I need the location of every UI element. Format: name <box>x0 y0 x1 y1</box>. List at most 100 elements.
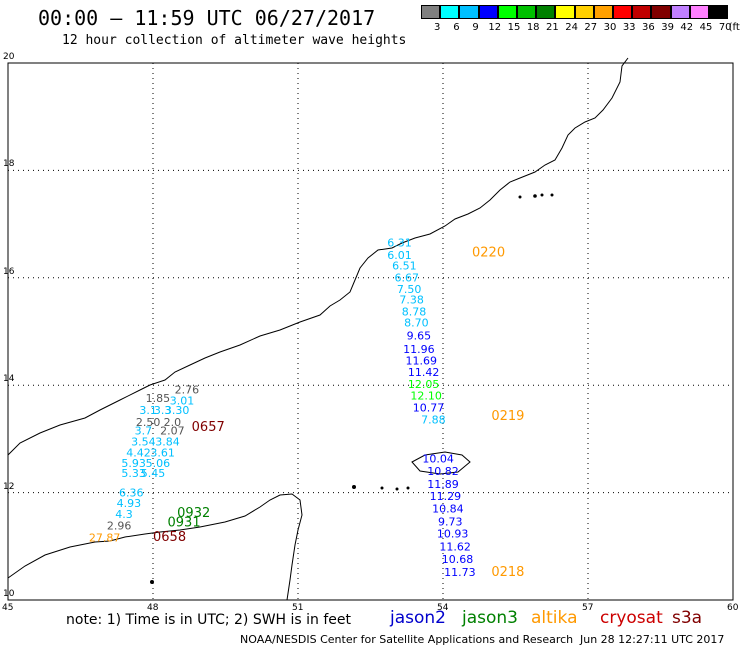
swh-label: 12.05 <box>408 378 440 391</box>
legend-swatch <box>709 5 729 19</box>
legend-value: 3 <box>434 22 441 33</box>
legend-swatch <box>593 5 613 19</box>
legend-swatch <box>517 5 537 19</box>
legend-swatch <box>670 5 690 19</box>
legend-value: 9 <box>472 22 479 33</box>
satellite-name: s3a <box>672 608 703 628</box>
lat-tick-label: 12 <box>3 481 15 492</box>
credit-line: NOAA/NESDIS Center for Satellite Applica… <box>240 633 574 646</box>
legend-value: 15 <box>507 22 521 33</box>
swh-label: 2.76 <box>175 383 200 396</box>
created-time: Jun 28 12:27:11 UTC 2017 <box>580 633 725 646</box>
lat-tick-label: 20 <box>3 52 15 62</box>
swh-label: 3.61 <box>150 447 175 460</box>
swh-label: 2.07 <box>160 425 185 438</box>
swh-label: 6.01 <box>387 249 412 262</box>
legend-swatch <box>440 5 460 19</box>
satellite-name: jason2 <box>390 608 446 628</box>
small-islands <box>150 193 554 584</box>
swh-label: 8.70 <box>404 317 429 330</box>
lat-tick-label: 16 <box>3 266 15 277</box>
swh-label: 4.42 <box>126 447 151 460</box>
lon-tick-label: 54 <box>437 603 449 613</box>
satellite-name: cryosat <box>600 608 663 628</box>
legend-swatch <box>689 5 709 19</box>
swh-label: 10.84 <box>432 502 464 515</box>
swh-label: 5.33 <box>121 467 146 480</box>
swh-label: 11.29 <box>430 490 462 503</box>
pass-time-label: 0220 <box>472 245 505 260</box>
legend-value: 36 <box>642 22 655 33</box>
swh-label: 11.73 <box>444 566 476 579</box>
swh-label: 4.93 <box>117 497 142 510</box>
swh-label: 7.88 <box>421 413 446 426</box>
swh-label: 27.87 <box>89 531 121 544</box>
lon-tick-label: 57 <box>582 603 594 613</box>
swh-label: 11.89 <box>427 478 459 491</box>
track-labels: 2.76 1.85 3.01 3.13.33.30 2.50 2.0 3.7 2.07 3.54… <box>89 237 525 580</box>
swh-label: 3.1 <box>139 404 157 417</box>
legend-value: 70 <box>718 22 732 33</box>
swh-label: 6.31 <box>387 237 412 250</box>
swh-label: 10.04 <box>422 453 454 466</box>
swh-label: 7.50 <box>397 283 422 296</box>
swh-label: 10.77 <box>413 402 445 415</box>
swh-label: 10.82 <box>427 465 459 478</box>
legend-value: 18 <box>526 22 540 33</box>
legend-value: 21 <box>546 22 559 33</box>
legend-swatch <box>555 5 575 19</box>
lon-tick-label: 45 <box>2 603 14 613</box>
legend-swatch <box>574 5 594 19</box>
swh-label: 2.96 <box>107 520 132 533</box>
swh-label: 4.3 <box>115 508 133 521</box>
swh-label: 3.54 <box>131 435 156 448</box>
legend-value: 42 <box>680 22 694 33</box>
socotra-island <box>411 451 471 475</box>
coastline-somalia <box>7 493 303 601</box>
legend-value: 45 <box>699 22 713 33</box>
pass-time-label: 0657 <box>192 420 225 435</box>
swh-label: 7.38 <box>399 294 424 307</box>
swh-label: 10.68 <box>442 553 474 566</box>
swh-label: 3.30 <box>165 404 190 417</box>
swh-label: 8.78 <box>402 305 427 318</box>
swh-label: 12.10 <box>410 390 442 403</box>
legend-swatch <box>536 5 556 19</box>
swh-label: 11.96 <box>403 343 435 356</box>
satellite-name: jason3 <box>462 608 518 628</box>
swh-label: 3.01 <box>170 395 195 408</box>
footnote: note: 1) Time is in UTC; 2) SWH is in fe… <box>66 612 352 628</box>
legend-swatch <box>478 5 498 19</box>
legend-swatch <box>497 5 517 19</box>
map-frame <box>7 62 734 601</box>
swh-label: 5.06 <box>146 457 171 470</box>
legend-value: 39 <box>661 22 674 33</box>
legend-swatch <box>651 5 671 19</box>
swh-label: 3.3 <box>154 404 172 417</box>
lat-tick-label: 18 <box>3 159 15 170</box>
swh-label: 3.7 <box>135 425 153 438</box>
coastline-arabia <box>7 57 629 456</box>
swh-label: 2.50 <box>136 416 161 429</box>
swh-label: 11.69 <box>406 354 438 367</box>
swh-label: 3.84 <box>155 435 180 448</box>
lon-tick-label: 48 <box>147 603 159 613</box>
swh-label: 11.62 <box>439 541 471 554</box>
swh-label: 10.93 <box>437 528 469 541</box>
swh-label: 5.45 <box>141 467 166 480</box>
swh-label: 9.65 <box>407 330 432 343</box>
swh-label: 6.36 <box>119 486 144 499</box>
swh-label: 1.85 <box>146 392 171 405</box>
lat-tick-label: 10 <box>3 589 15 599</box>
lat-tick-label: 14 <box>3 374 15 385</box>
map-grid <box>7 62 734 601</box>
swh-label: 6.67 <box>395 272 420 285</box>
swh-label: 5.93 <box>121 457 146 470</box>
legend-value: 30 <box>603 22 617 33</box>
legend-swatch <box>613 5 633 19</box>
pass-time-label: 0658 <box>153 530 186 545</box>
page-subtitle: 12 hour collection of altimeter wave hei… <box>62 33 407 48</box>
legend-swatch <box>632 5 652 19</box>
pass-time-label: 0218 <box>491 565 524 580</box>
